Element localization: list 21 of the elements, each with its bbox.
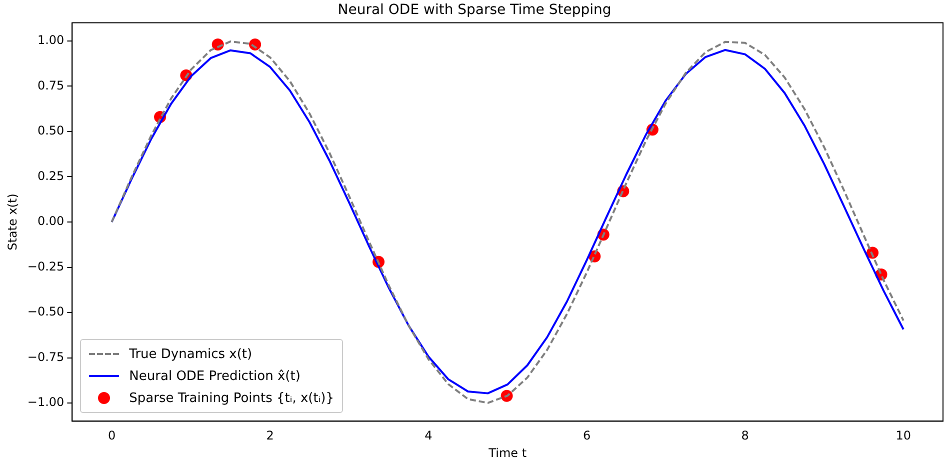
x-tick-label: 0 (108, 428, 116, 443)
y-tick-label: −0.25 (27, 259, 64, 274)
x-tick-label: 6 (582, 428, 591, 443)
x-tick-label: 4 (424, 428, 432, 443)
legend-label: Neural ODE Prediction x̂(t) (129, 368, 300, 384)
legend-label: Sparse Training Points {tᵢ, x(tᵢ)} (129, 390, 334, 406)
y-tick-label: −0.75 (27, 350, 64, 364)
x-tick-label: 8 (741, 428, 749, 443)
y-tick-label: 1.00 (37, 33, 64, 48)
x-axis-title: Time t (488, 446, 527, 460)
y-tick-label: 0.00 (37, 214, 64, 228)
legend-label: True Dynamics x(t) (129, 346, 252, 362)
chart-title: Neural ODE with Sparse Time Stepping (338, 2, 612, 18)
y-tick-label: −0.50 (27, 304, 64, 319)
x-tick-label: 2 (266, 428, 274, 443)
x-tick-label: 10 (896, 428, 912, 443)
y-axis-title: State x(t) (5, 194, 20, 250)
y-tick-label: −1.00 (27, 395, 64, 410)
y-tick-label: 0.50 (37, 124, 64, 138)
y-tick-label: 0.25 (37, 168, 64, 183)
y-tick-label: 0.75 (37, 78, 64, 92)
